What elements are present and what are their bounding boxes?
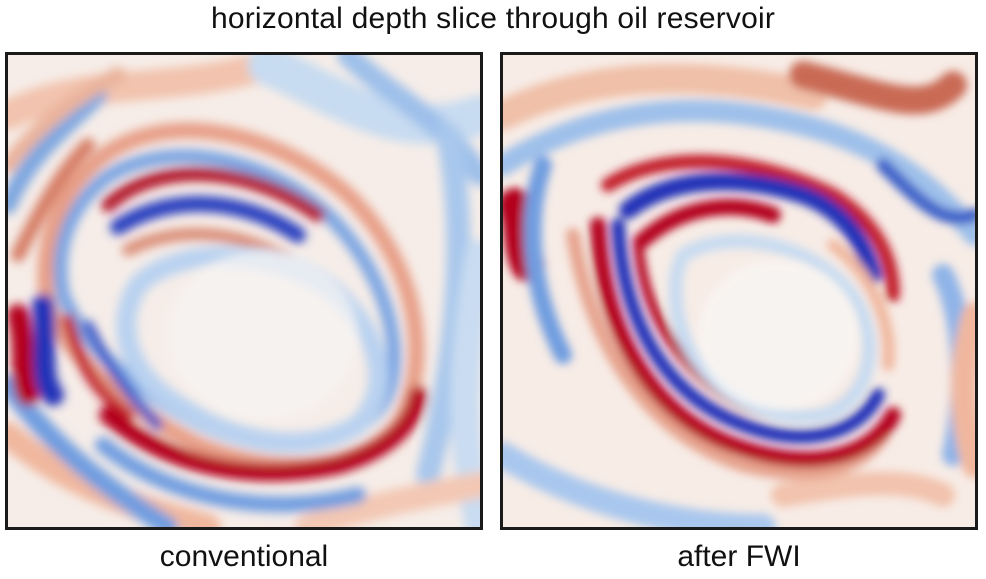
seismic-slice-after-fwi [500, 52, 978, 530]
caption-after-fwi: after FWI [677, 540, 801, 573]
seismic-image-after-fwi [503, 55, 975, 527]
figure-title: horizontal depth slice through oil reser… [210, 2, 776, 35]
seismic-image-conventional [8, 55, 480, 527]
caption-conventional: conventional [159, 540, 329, 573]
seismic-slice-conventional [5, 52, 483, 530]
